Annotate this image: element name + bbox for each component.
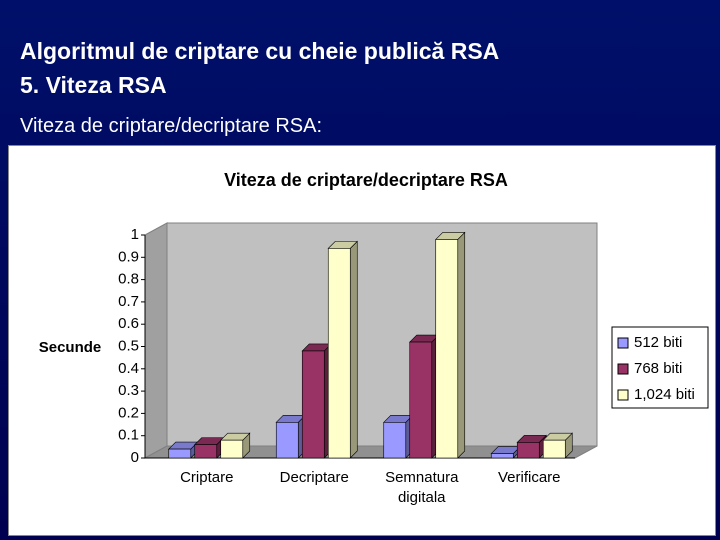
bar (409, 341, 433, 459)
y-axis-label: Secunde (39, 339, 102, 356)
bar (435, 239, 459, 459)
bar (383, 422, 407, 459)
legend-label: 512 biti (634, 334, 682, 351)
slide-subtitle: Viteza de criptare/decriptare RSA: (20, 115, 323, 137)
legend-label: 1,024 biti (634, 386, 695, 403)
legend-label: 768 biti (634, 360, 682, 377)
y-tick-label: 0.1 (118, 427, 139, 444)
back-wall (166, 222, 598, 447)
legend-swatch (617, 363, 629, 375)
y-tick-label: 0.2 (118, 404, 139, 421)
y-tick-label: 0 (131, 449, 139, 466)
x-tick-label: Decriptare (279, 469, 349, 486)
bar (194, 444, 218, 459)
y-tick-label: 0.6 (118, 315, 139, 332)
x-tick-label: Verificare (497, 469, 561, 486)
bar (542, 439, 566, 459)
slide-title: Algoritmul de criptare cu cheie publică … (20, 38, 500, 64)
y-tick-label: 0.5 (118, 337, 139, 354)
y-tick-label: 0.9 (118, 248, 139, 265)
bar (275, 422, 299, 459)
legend-swatch (617, 389, 629, 401)
slide-title: 5. Viteza RSA (20, 72, 167, 98)
bar (220, 439, 244, 459)
bar (490, 453, 514, 459)
bar-side (349, 240, 358, 459)
y-tick-label: 0.3 (118, 382, 139, 399)
y-tick-label: 0.7 (118, 293, 139, 310)
chart-title: Viteza de criptare/decriptare RSA (224, 170, 508, 190)
side-wall (144, 222, 168, 459)
x-tick-label: Semnatura digitala (385, 469, 459, 506)
x-tick-label: Criptare (180, 469, 234, 486)
bar-side (457, 231, 466, 459)
y-tick-label: 1 (131, 226, 139, 243)
bar (327, 248, 351, 459)
bar (168, 448, 192, 459)
legend-swatch (617, 337, 629, 349)
bar (301, 350, 325, 459)
y-tick-label: 0.4 (118, 360, 139, 377)
bar (516, 442, 540, 459)
y-tick-label: 0.8 (118, 271, 139, 288)
